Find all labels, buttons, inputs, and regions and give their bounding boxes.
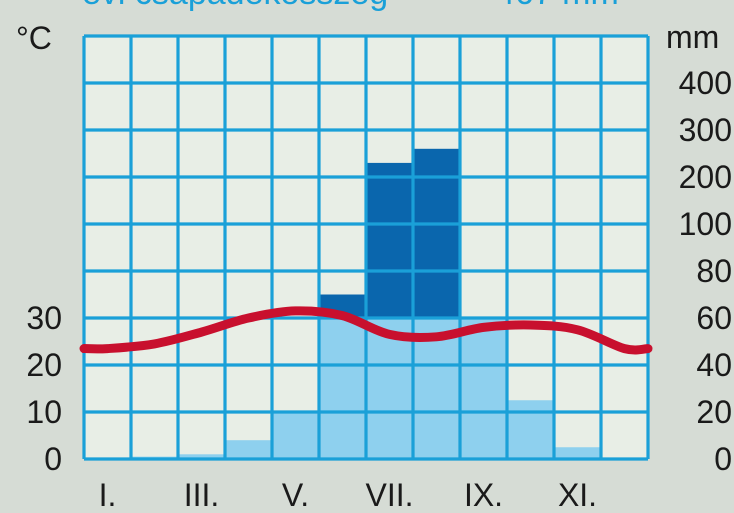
precip-bar-11: [554, 447, 601, 459]
precip-bar-10: [507, 400, 554, 459]
right-tick-label: 400: [679, 65, 732, 101]
month-label: III.: [184, 477, 220, 508]
precip-bar-4: [225, 440, 272, 459]
month-label: I.: [99, 477, 117, 508]
precip-bar-7: [366, 318, 413, 459]
right-tick-label: 100: [679, 206, 732, 242]
left-tick-label: 20: [26, 347, 62, 383]
left-axis-unit: °C: [16, 20, 52, 56]
month-axis-ticks: I. III. V. VII. IX. XI.: [99, 477, 597, 513]
temperature-line: [79, 306, 653, 355]
month-label: VII.: [365, 477, 413, 508]
right-tick-label: 40: [696, 347, 732, 383]
precip-bar-6: [319, 318, 366, 459]
grid: [82, 34, 650, 461]
right-axis-ticks: 0 20 40 60 80 100 200 300 400: [679, 65, 732, 477]
right-tick-label: 80: [696, 253, 732, 289]
chart-header-right: 467 mm: [496, 0, 619, 12]
month-label: V.: [282, 477, 309, 508]
precip-bar-5: [272, 412, 319, 459]
right-tick-label: 60: [696, 300, 732, 336]
left-tick-label: 0: [44, 441, 62, 477]
precip-bar-wet-8: [413, 148, 460, 318]
precip-bar-9: [460, 318, 507, 459]
left-axis-ticks: 0 10 20 30: [26, 300, 62, 477]
precip-bar-wet-7: [366, 162, 413, 318]
right-tick-label: 0: [714, 441, 732, 477]
right-tick-label: 20: [696, 394, 732, 430]
left-tick-label: 30: [26, 300, 62, 336]
month-label: IX.: [464, 477, 503, 508]
month-label: XI.: [558, 477, 597, 508]
right-axis-unit: mm: [666, 19, 719, 55]
precip-bar-3: [178, 454, 225, 459]
left-tick-label: 10: [26, 394, 62, 430]
right-tick-label: 300: [679, 112, 732, 148]
right-tick-label: 200: [679, 159, 732, 195]
chart-header-left: évi csapadékösszeg: [82, 0, 388, 12]
